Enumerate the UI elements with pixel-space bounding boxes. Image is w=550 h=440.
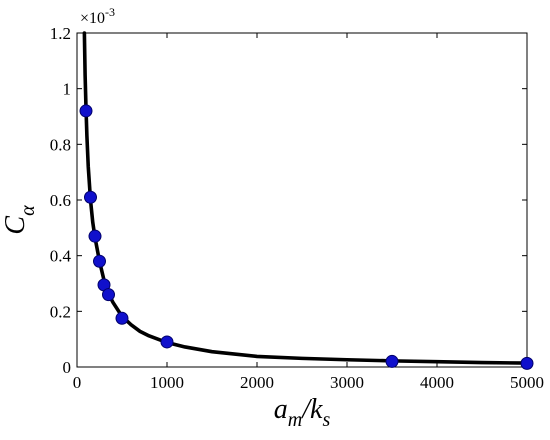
y-tick-label: 0.8 [50, 135, 71, 154]
points-group [79, 104, 534, 370]
data-point [93, 254, 106, 268]
data-point [160, 335, 174, 349]
plot-area [76, 32, 528, 368]
x-tick-label: 4000 [420, 373, 454, 392]
y-tick-label: 0.2 [50, 302, 71, 321]
y-tick-label: 0.6 [50, 191, 71, 210]
y-tick-label: 1 [63, 80, 72, 99]
data-point [115, 311, 129, 325]
y-exponent-label: ×10-3 [80, 5, 115, 27]
x-tick-label: 0 [73, 373, 82, 392]
y-tick-label: 1.2 [50, 24, 71, 43]
y-axis-label: Cα [0, 205, 39, 235]
data-point [84, 190, 97, 204]
data-point [88, 229, 102, 243]
x-tick-label: 1000 [150, 373, 184, 392]
ticks: 0 1000 2000 3000 4000 5000 0 0.2 0.4 0.6 0.8 1 1.2 [50, 24, 544, 392]
data-point [520, 356, 534, 370]
data-point [385, 354, 399, 368]
y-tick-label: 0.4 [50, 247, 72, 266]
x-axis-label: am/ks [274, 394, 331, 431]
x-tick-label: 3000 [330, 373, 364, 392]
y-tick-label: 0 [63, 358, 72, 377]
y-exponent-power: -3 [105, 5, 115, 19]
data-point [102, 288, 115, 302]
x-tick-label: 5000 [510, 373, 544, 392]
x-tick-label: 2000 [240, 373, 274, 392]
data-point [79, 104, 93, 118]
